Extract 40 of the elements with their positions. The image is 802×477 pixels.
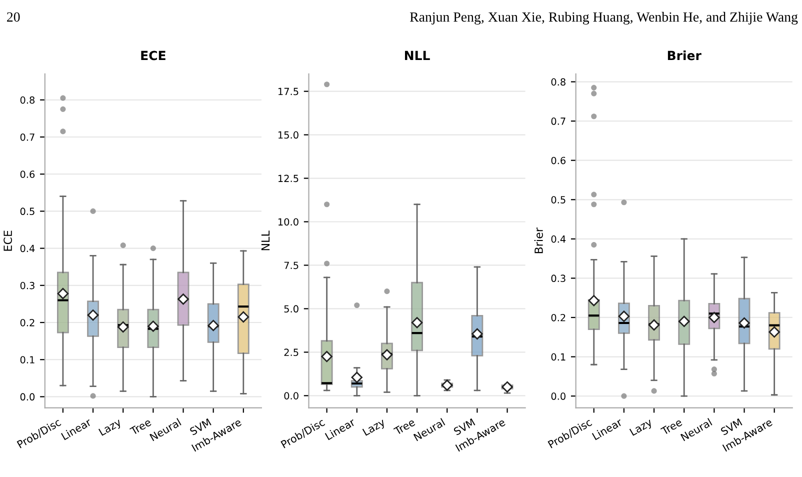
y-tick-label: 0.3 [20, 282, 34, 290]
y-tick-label: 0.7 [20, 133, 34, 141]
x-tick-label: Tree [129, 418, 152, 436]
x-tick-label: Tree [393, 418, 416, 436]
chart-title: NLL [404, 50, 430, 60]
y-tick-label: 0.2 [20, 318, 34, 326]
y-tick-label: 0.8 [20, 96, 35, 104]
y-tick-label: 0.6 [551, 156, 566, 164]
x-tick-label: Lazy [362, 418, 387, 438]
y-tick-label: 0.6 [20, 170, 35, 178]
y-axis-title: Brier [534, 228, 543, 254]
y-tick-label: 12.5 [278, 174, 298, 182]
y-tick-label: 0.2 [551, 314, 566, 322]
y-tick-label: 10.0 [278, 218, 298, 226]
y-tick-label: 2.5 [284, 348, 298, 356]
y-tick-label: 17.5 [278, 88, 298, 96]
y-tick-label: 0.1 [20, 356, 34, 364]
y-tick-label: 7.5 [284, 262, 298, 270]
y-tick-label: 0.7 [551, 118, 566, 125]
y-tick-label: 5.0 [284, 305, 298, 313]
y-tick-label: 0.0 [284, 392, 298, 400]
text: Ranjun Peng, Xuan Xie, Rubing Huang, Wenbin He, and Zhijie Wang [410, 12, 798, 25]
x-tick-label: Lazy [629, 418, 654, 438]
y-axis-title: NLL [261, 230, 270, 250]
y-tick-label: 0.4 [20, 244, 35, 252]
x-tick-label: Lazy [98, 418, 123, 438]
y-tick-label: 0.0 [20, 393, 35, 401]
y-tick-label: 0.4 [551, 235, 566, 243]
x-tick-label: Tree [660, 418, 683, 436]
y-tick-label: 0.0 [551, 392, 566, 400]
chart-title: Brier [668, 50, 702, 60]
y-tick-label: 0.1 [551, 353, 566, 361]
text: 20 [7, 12, 20, 22]
y-tick-label: 0.8 [551, 78, 566, 86]
y-tick-label: 0.5 [20, 208, 34, 216]
y-tick-label: 0.3 [551, 274, 566, 282]
y-tick-label: 15.0 [278, 131, 298, 139]
y-tick-label: 0.5 [551, 196, 566, 204]
y-axis-title: ECE [4, 230, 12, 251]
chart-title: ECE [141, 50, 166, 60]
